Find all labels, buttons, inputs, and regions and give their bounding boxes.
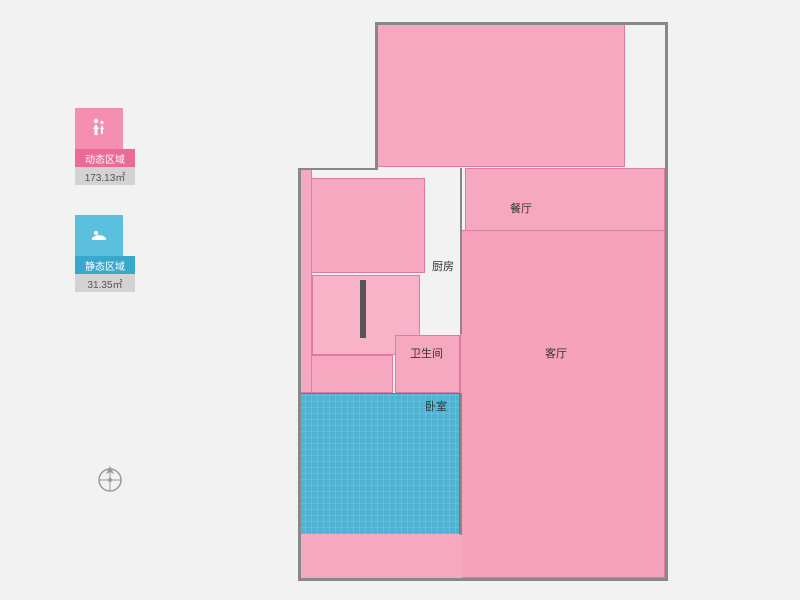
- room-smallroom: [305, 355, 393, 393]
- legend-item-dynamic: 动态区域 173.13㎡: [75, 108, 135, 185]
- legend-value-static: 31.35㎡: [75, 274, 135, 292]
- wall: [375, 22, 378, 170]
- fill-region: [300, 534, 462, 578]
- compass-icon: [92, 460, 128, 496]
- legend-label-dynamic: 动态区域: [75, 149, 135, 167]
- legend-value-dynamic: 173.13㎡: [75, 167, 135, 185]
- stair-mark: [360, 280, 366, 338]
- wall: [298, 578, 668, 581]
- room-label-living: 客厅: [545, 345, 567, 361]
- legend-box-dynamic: [75, 108, 123, 150]
- legend-box-static: [75, 215, 123, 257]
- room-topright: [375, 22, 625, 167]
- wall: [298, 168, 378, 170]
- wall: [375, 22, 665, 25]
- room-bedroom: [298, 393, 460, 535]
- room-kitchenbox: [310, 178, 425, 273]
- room-bathroom: [395, 335, 460, 393]
- wall: [460, 168, 462, 334]
- room-label-bedroom: 卧室: [425, 398, 447, 414]
- sleep-icon: [87, 222, 111, 251]
- room-label-kitchenbox: 厨房: [432, 258, 454, 274]
- room-living: [460, 230, 665, 578]
- wall: [460, 393, 462, 535]
- room-label-bathroom: 卫生间: [410, 345, 443, 361]
- wall: [665, 22, 668, 578]
- room-leftcorridor: [300, 168, 312, 393]
- legend-item-static: 静态区域 31.35㎡: [75, 215, 135, 292]
- wall: [298, 168, 301, 580]
- room-label-dining: 餐厅: [510, 200, 532, 216]
- legend-label-static: 静态区域: [75, 256, 135, 274]
- legend: 动态区域 173.13㎡ 静态区域 31.35㎡: [75, 108, 135, 322]
- people-icon: [87, 115, 111, 144]
